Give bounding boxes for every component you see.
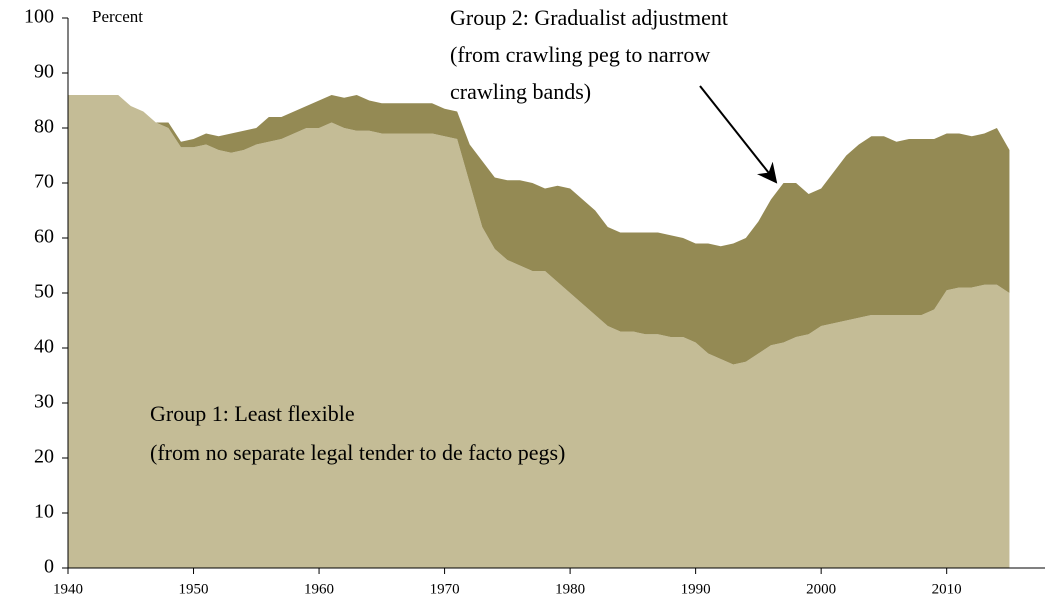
- annotation: Group 1: Least flexible: [150, 401, 355, 426]
- arrow: [699, 85, 778, 184]
- annotation: (from crawling peg to narrow: [450, 42, 710, 67]
- x-tick-label: 1990: [681, 581, 711, 597]
- y-tick-label: 30: [34, 391, 54, 413]
- y-tick-label: 80: [34, 116, 54, 138]
- y-tick-label: 20: [34, 446, 54, 468]
- x-tick-label: 1940: [53, 581, 83, 597]
- y-tick-label: 70: [34, 171, 54, 193]
- y-tick-label: 50: [34, 281, 54, 303]
- y-tick-label: 10: [34, 501, 54, 523]
- x-tick-label: 2000: [806, 581, 836, 597]
- y-tick-label: 40: [34, 336, 54, 358]
- annotation: (from no separate legal tender to de fac…: [150, 440, 565, 465]
- x-tick-label: 1950: [179, 581, 209, 597]
- x-tick-label: 1960: [304, 581, 334, 597]
- y-axis-label: Percent: [92, 7, 143, 26]
- x-tick-label: 1980: [555, 581, 585, 597]
- y-tick-label: 60: [34, 226, 54, 248]
- area: [68, 95, 1010, 568]
- annotation: crawling bands): [450, 79, 591, 104]
- x-tick-label: 1970: [430, 581, 460, 597]
- y-tick-label: 100: [24, 6, 54, 28]
- area: [68, 95, 1010, 365]
- y-tick-label: 90: [34, 61, 54, 83]
- annotation: Group 2: Gradualist adjustment: [450, 5, 728, 30]
- x-tick-label: 2010: [932, 581, 962, 597]
- y-tick-label: 0: [44, 556, 54, 578]
